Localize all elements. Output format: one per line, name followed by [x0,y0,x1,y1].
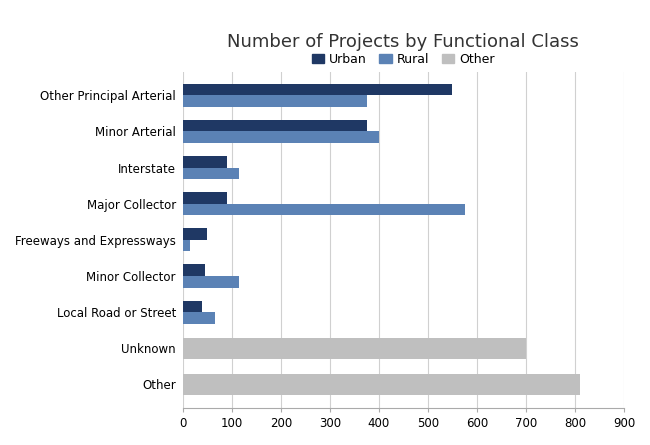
Bar [183,276,239,287]
Bar [183,131,379,143]
Bar [183,301,202,312]
Bar [183,120,367,131]
Bar [183,338,526,359]
Bar [183,312,214,324]
Bar [183,374,580,395]
Title: Number of Projects by Functional Class: Number of Projects by Functional Class [227,33,579,51]
Bar [183,264,205,276]
Bar [183,204,465,215]
Bar [183,84,452,95]
Bar [183,228,207,240]
Legend: Urban, Rural, Other: Urban, Rural, Other [307,48,500,71]
Bar [183,192,227,204]
Bar [183,240,190,251]
Bar [183,95,367,107]
Bar [183,168,239,179]
Bar [183,156,227,168]
